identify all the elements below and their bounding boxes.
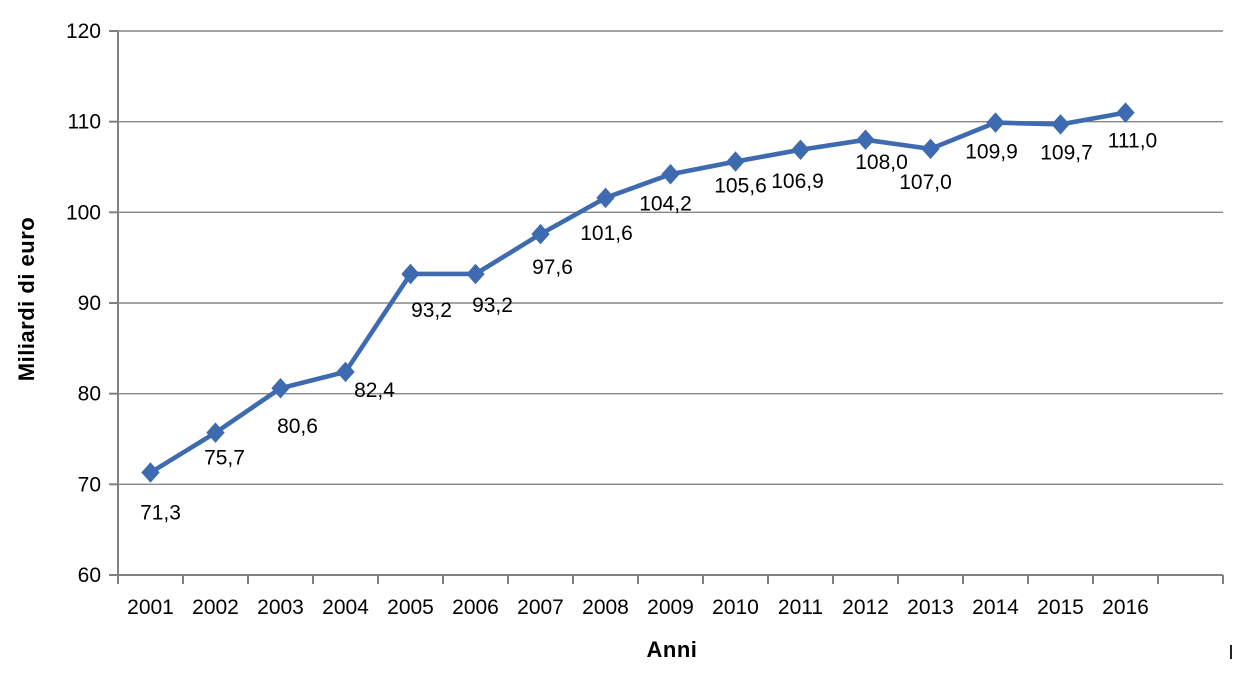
x-tick-label-2005: 2005: [387, 596, 434, 619]
data-point-marker-2011: [791, 139, 810, 161]
data-point-marker-2003: [271, 377, 290, 399]
value-label-2005: 93,2: [411, 299, 452, 322]
data-point-marker-2006: [466, 263, 485, 285]
data-point-marker-2016: [1116, 102, 1135, 123]
data-point-marker-2008: [596, 187, 615, 209]
data-point-marker-2010: [726, 151, 745, 172]
value-label-2001: 71,3: [140, 502, 181, 525]
value-label-2012: 108,0: [855, 151, 908, 174]
x-tick-label-2008: 2008: [582, 596, 629, 619]
value-label-2007: 97,6: [532, 256, 573, 279]
y-tick-label-110: 110: [68, 111, 101, 134]
data-point-marker-2007: [531, 223, 550, 245]
value-label-2010: 105,6: [714, 175, 767, 198]
y-tick-label-80: 80: [78, 383, 101, 406]
x-tick-label-2011: 2011: [778, 596, 823, 619]
y-tick-label-60: 60: [78, 564, 101, 587]
value-label-2004: 82,4: [354, 379, 395, 402]
data-point-marker-2015: [1051, 114, 1070, 135]
data-point-marker-2014: [986, 112, 1005, 133]
value-label-2016: 111,0: [1108, 130, 1157, 153]
x-tick-label-2010: 2010: [712, 596, 759, 619]
x-tick-label-2003: 2003: [257, 596, 304, 619]
y-tick-label-100: 100: [66, 201, 101, 224]
x-tick-label-2004: 2004: [322, 596, 369, 619]
value-label-2013: 107,0: [899, 171, 952, 194]
data-point-marker-2002: [206, 422, 225, 443]
x-tick-label-2009: 2009: [647, 596, 694, 619]
value-label-2015: 109,7: [1040, 141, 1093, 164]
value-label-2011: 106,9: [771, 170, 824, 193]
y-tick-label-70: 70: [78, 473, 101, 496]
value-label-2003: 80,6: [277, 415, 318, 438]
data-point-marker-2009: [661, 164, 680, 185]
value-label-2002: 75,7: [204, 447, 245, 470]
data-point-marker-2004: [336, 361, 355, 383]
value-label-2006: 93,2: [472, 294, 513, 317]
value-label-2008: 101,6: [580, 222, 633, 245]
x-tick-label-2014: 2014: [972, 596, 1019, 619]
x-tick-label-2001: 2001: [127, 596, 174, 619]
y-axis-title: Miliardi di euro: [14, 216, 39, 382]
x-tick-label-2006: 2006: [452, 596, 499, 619]
data-point-marker-2012: [856, 129, 875, 151]
x-tick-label-2002: 2002: [192, 596, 239, 619]
data-point-marker-2013: [921, 138, 940, 160]
x-tick-label-2016: 2016: [1102, 596, 1149, 619]
x-tick-label-2015: 2015: [1037, 596, 1084, 619]
x-tick-label-2012: 2012: [842, 596, 889, 619]
x-axis-title: Anni: [646, 637, 698, 662]
y-tick-label-90: 90: [78, 292, 101, 315]
y-tick-label-120: 120: [66, 20, 101, 43]
data-point-marker-2001: [141, 462, 160, 483]
value-label-2014: 109,9: [965, 141, 1018, 164]
series-line: [148, 110, 1128, 475]
x-tick-label-2013: 2013: [907, 596, 954, 619]
data-point-marker-2005: [401, 263, 420, 285]
x-tick-label-2007: 2007: [517, 596, 564, 619]
value-label-2009: 104,2: [639, 192, 692, 215]
